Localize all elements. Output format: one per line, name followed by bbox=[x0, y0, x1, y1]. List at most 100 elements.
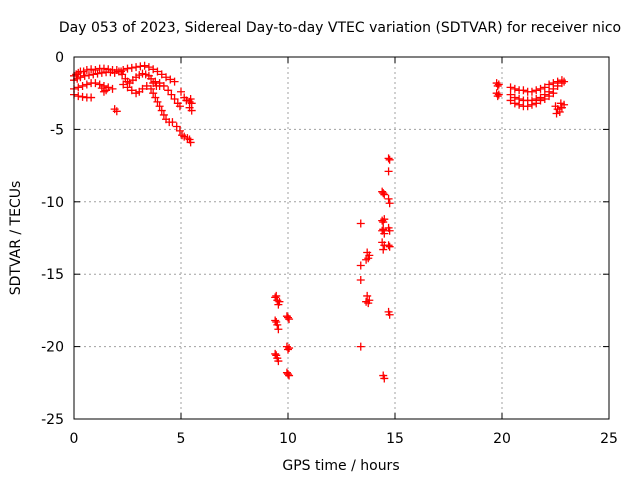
data-point bbox=[379, 245, 388, 254]
data-point bbox=[362, 255, 371, 264]
data-point bbox=[153, 97, 162, 106]
data-point bbox=[149, 89, 158, 98]
data-point bbox=[384, 167, 393, 176]
data-point bbox=[119, 80, 128, 89]
y-tick-label: -20 bbox=[41, 340, 64, 356]
x-tick-label: 5 bbox=[177, 431, 186, 447]
data-point bbox=[153, 67, 162, 76]
data-point bbox=[385, 155, 394, 164]
data-point bbox=[97, 68, 106, 77]
data-point bbox=[274, 325, 283, 334]
data-point bbox=[556, 99, 565, 108]
data-point bbox=[175, 102, 184, 111]
data-point bbox=[151, 77, 160, 86]
data-point bbox=[363, 291, 372, 300]
data-point bbox=[147, 74, 156, 83]
data-point bbox=[545, 80, 554, 89]
data-point bbox=[74, 92, 83, 101]
data-point bbox=[527, 87, 536, 96]
data-point bbox=[132, 63, 141, 72]
data-point bbox=[523, 102, 532, 111]
data-point bbox=[186, 94, 195, 103]
data-point bbox=[272, 291, 281, 300]
data-point bbox=[545, 92, 554, 101]
data-point bbox=[87, 93, 96, 102]
data-point bbox=[123, 83, 132, 92]
data-point bbox=[78, 81, 87, 90]
chart-title: Day 053 of 2023, Sidereal Day-to-day VTE… bbox=[59, 20, 621, 36]
data-point bbox=[549, 89, 558, 98]
y-axis-label: SDTVAR / TECUs bbox=[8, 181, 24, 296]
data-point bbox=[494, 90, 503, 99]
data-point bbox=[99, 87, 108, 96]
data-point bbox=[95, 80, 104, 89]
data-point bbox=[284, 370, 292, 379]
data-point bbox=[170, 77, 179, 86]
data-point bbox=[532, 99, 541, 108]
data-point bbox=[515, 100, 524, 109]
data-point bbox=[106, 68, 115, 77]
data-point bbox=[127, 63, 136, 72]
data-point bbox=[285, 344, 294, 353]
y-tick-label: -10 bbox=[41, 195, 64, 211]
x-tick-labels: 0 5 10 15 20 25 bbox=[70, 431, 618, 447]
grid-lines bbox=[74, 57, 609, 419]
data-point bbox=[157, 70, 166, 79]
data-point bbox=[118, 70, 127, 79]
data-point bbox=[356, 342, 365, 351]
data-point bbox=[166, 75, 175, 84]
data-point bbox=[159, 81, 168, 90]
data-point bbox=[112, 107, 121, 116]
data-point bbox=[356, 219, 365, 228]
data-point bbox=[284, 313, 292, 322]
data-point bbox=[168, 118, 177, 127]
data-point bbox=[536, 96, 545, 105]
data-point bbox=[127, 86, 136, 95]
data-point bbox=[506, 83, 515, 92]
data-point bbox=[380, 374, 389, 383]
data-point bbox=[140, 61, 149, 70]
data-point bbox=[536, 84, 545, 93]
data-point bbox=[379, 189, 388, 198]
data-point bbox=[164, 86, 173, 95]
data-point bbox=[271, 349, 280, 358]
data-point bbox=[177, 87, 185, 96]
data-point bbox=[560, 77, 569, 86]
data-point bbox=[510, 99, 519, 108]
data-point bbox=[187, 106, 196, 115]
data-point bbox=[87, 65, 96, 74]
data-point bbox=[99, 64, 108, 73]
data-point bbox=[553, 81, 562, 90]
data-point bbox=[167, 90, 176, 99]
y-tick-label: -25 bbox=[41, 412, 64, 428]
data-points bbox=[70, 61, 569, 383]
data-point bbox=[362, 297, 371, 306]
data-point bbox=[82, 66, 91, 75]
data-point bbox=[155, 79, 164, 88]
data-point bbox=[284, 345, 292, 354]
axis-ticks bbox=[73, 56, 610, 420]
data-point bbox=[91, 79, 100, 88]
y-tick-label: -5 bbox=[50, 122, 64, 138]
data-point bbox=[142, 81, 151, 90]
data-point bbox=[385, 242, 394, 251]
data-point bbox=[172, 122, 181, 131]
data-point bbox=[380, 229, 389, 238]
x-axis-label: GPS time / hours bbox=[282, 458, 399, 474]
data-point bbox=[149, 65, 158, 74]
data-point bbox=[356, 261, 365, 270]
data-point bbox=[506, 96, 515, 105]
data-point bbox=[540, 83, 549, 92]
data-point bbox=[527, 100, 536, 109]
data-point bbox=[385, 310, 394, 319]
x-tick-label: 0 bbox=[70, 431, 79, 447]
y-tick-label: 0 bbox=[55, 50, 64, 66]
data-point bbox=[540, 94, 549, 103]
data-point bbox=[272, 351, 281, 360]
data-point bbox=[187, 99, 196, 108]
data-point bbox=[78, 92, 87, 101]
data-point bbox=[493, 81, 502, 90]
data-point bbox=[175, 126, 184, 135]
data-point bbox=[147, 84, 156, 93]
